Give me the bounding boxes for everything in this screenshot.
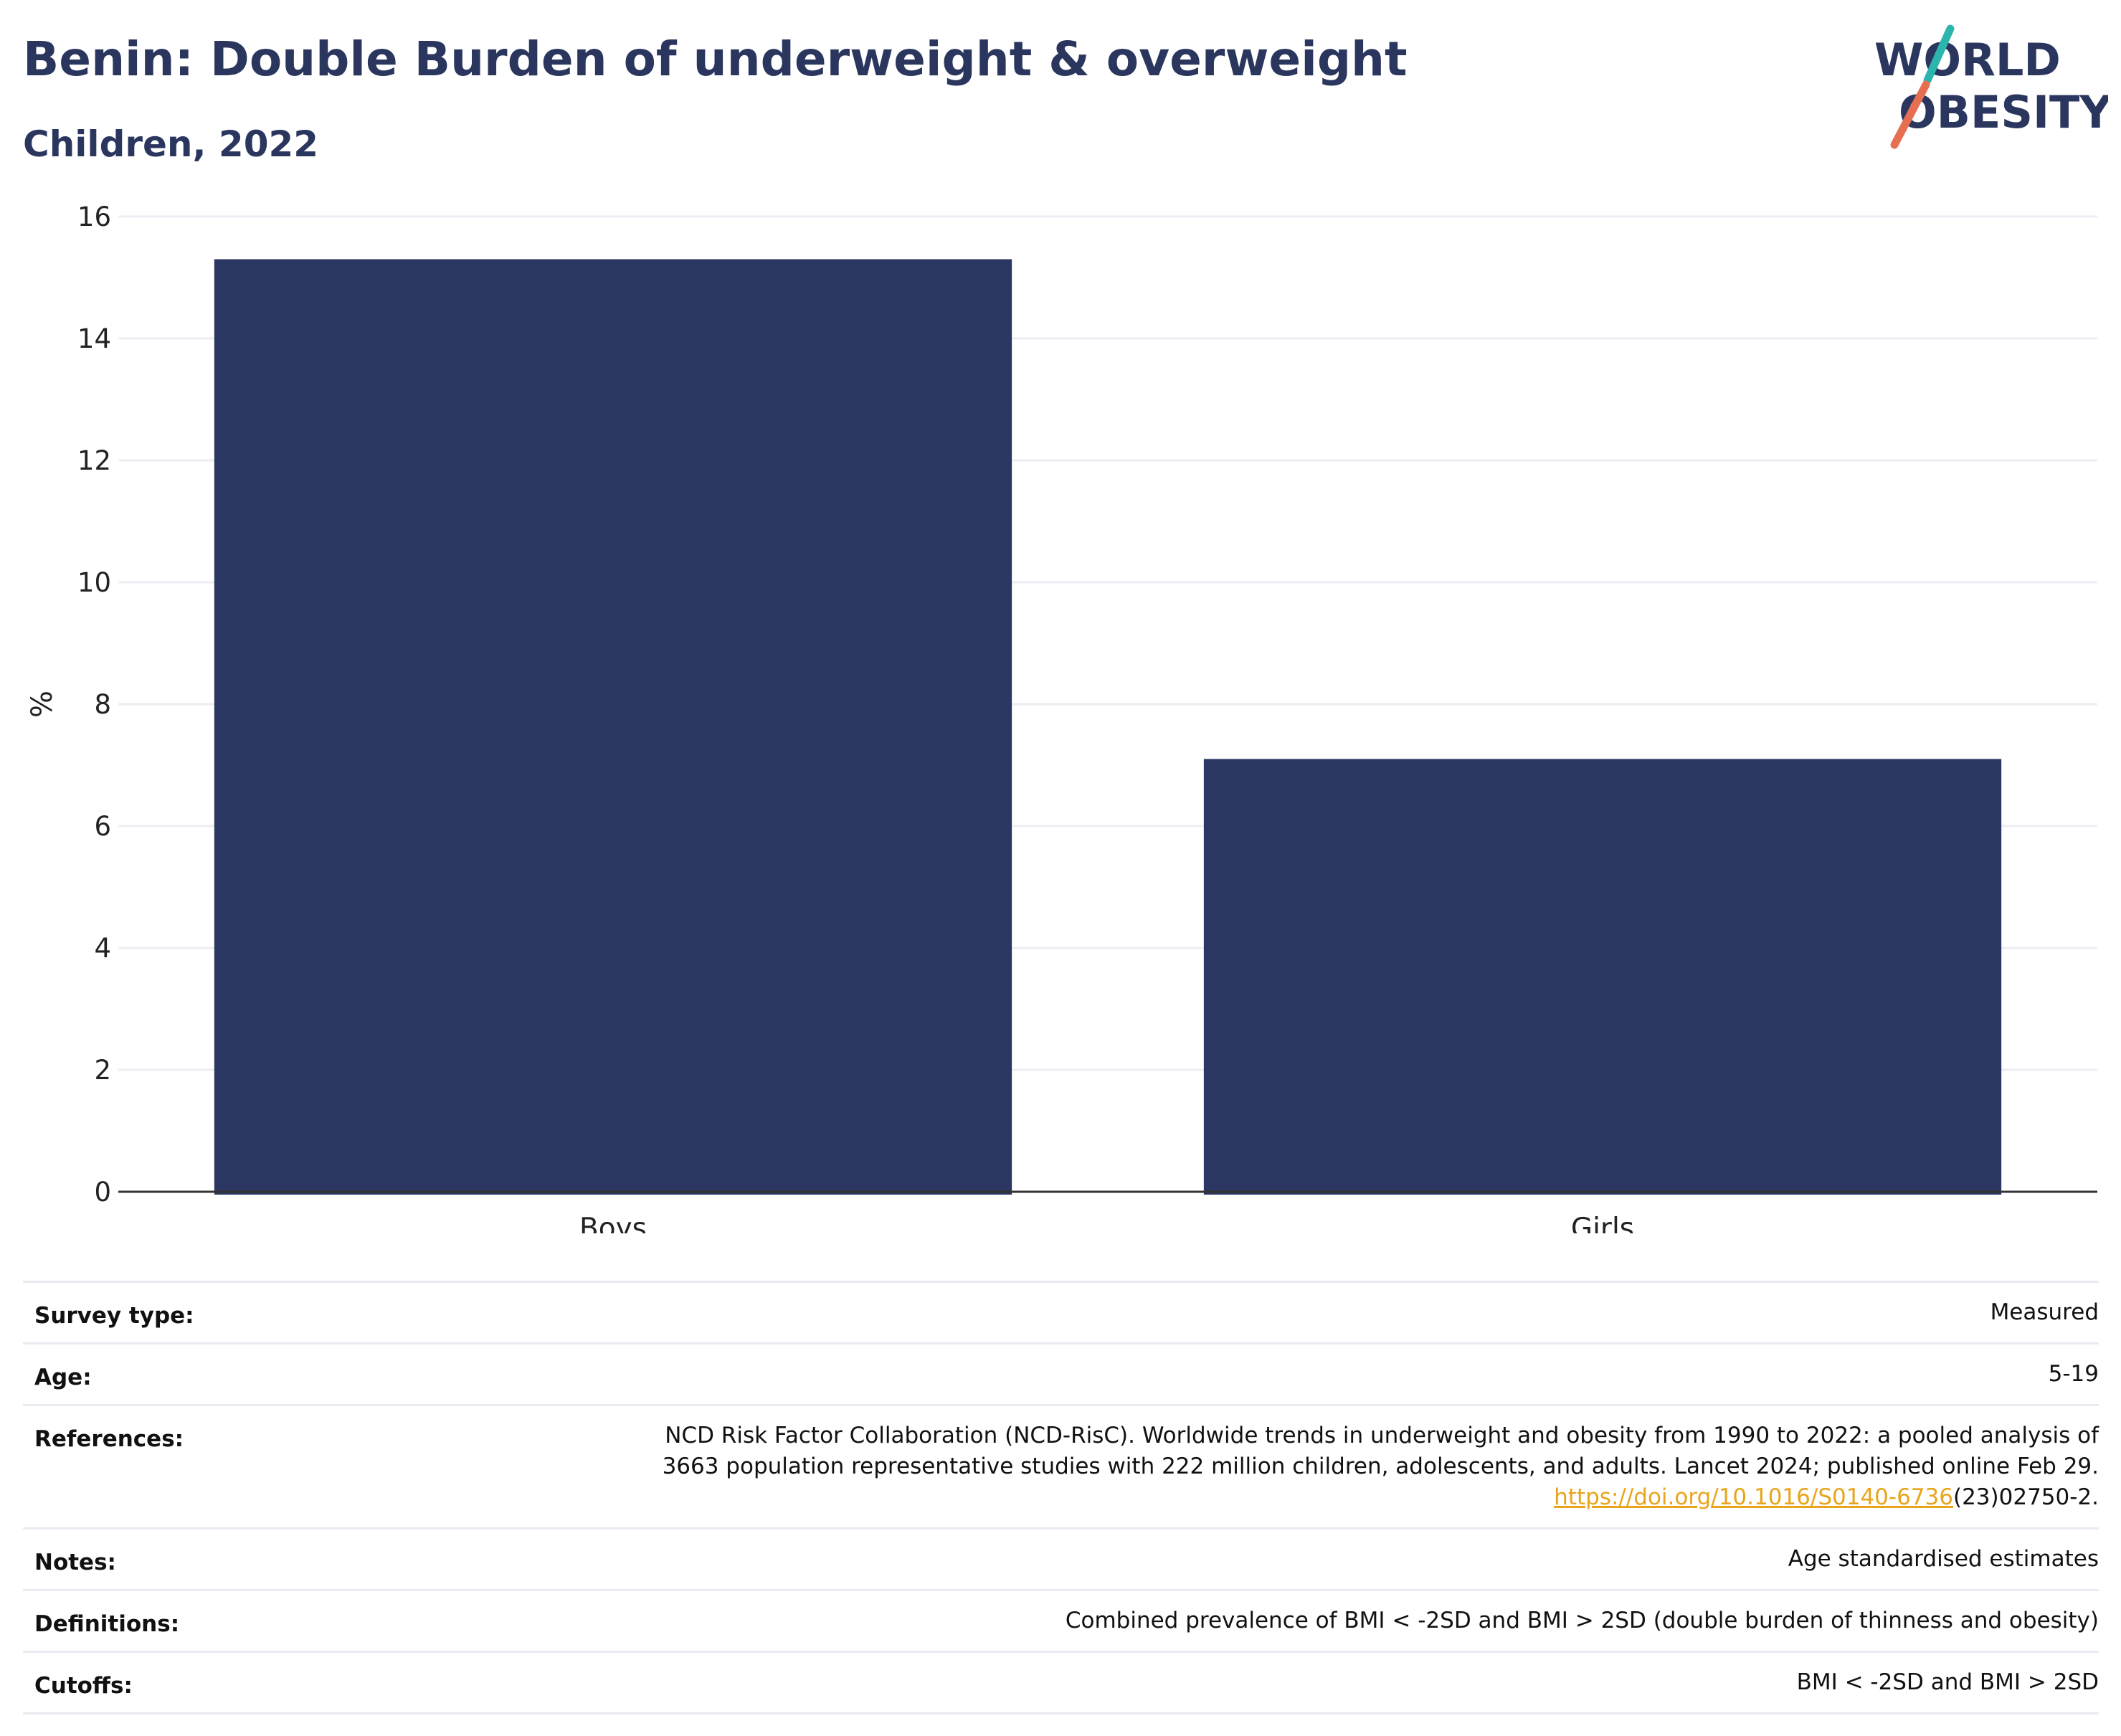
logo-text-line2: OBESITY <box>1899 86 2108 138</box>
info-key: Survey type: <box>34 1303 194 1329</box>
y-axis-label: % <box>26 691 59 718</box>
info-table: Survey type: Measured Age: 5-19 References: N… <box>23 1281 2099 1714</box>
y-tick-label: 0 <box>94 1177 111 1208</box>
reference-link-suffix: (23)02750-2. <box>1952 1484 2099 1510</box>
info-row: Definitions: Combined prevalence of BMI <… <box>23 1589 2099 1651</box>
info-key: References: <box>34 1426 184 1452</box>
info-row: Cutoffs: BMI < -2SD and BMI > 2SD <box>23 1651 2099 1714</box>
logo-slash-bottom <box>1890 80 1930 149</box>
y-tick-label: 4 <box>94 933 111 964</box>
y-tick-label: 2 <box>94 1055 111 1086</box>
bar-boys <box>214 259 1012 1195</box>
info-value-line: 3663 population representative studies w… <box>662 1453 2099 1479</box>
y-tick-label: 6 <box>94 811 111 842</box>
info-value: BMI < -2SD and BMI > 2SD <box>1797 1653 2099 1712</box>
world-obesity-logo: WORLD OBESITY <box>1864 22 2112 151</box>
info-row: Age: 5-19 <box>23 1342 2099 1404</box>
info-value-line: NCD Risk Factor Collaboration (NCD-RisC)… <box>665 1423 2099 1448</box>
info-value: Measured <box>1990 1283 2099 1342</box>
x-tick-label: Boys <box>579 1213 647 1233</box>
info-row: Notes: Age standardised estimates <box>23 1527 2099 1589</box>
x-tick-label: Girls <box>1571 1213 1634 1233</box>
info-value-line: https://doi.org/10.1016/S0140-6736(23)02… <box>663 1482 2099 1513</box>
y-tick-label: 16 <box>77 201 111 232</box>
info-value: NCD Risk Factor Collaboration (NCD-RisC)… <box>663 1406 2099 1527</box>
info-value: Age standardised estimates <box>1788 1529 2099 1589</box>
chart-svg: 0 2 4 6 8 10 12 14 16 Boys Girls% <box>26 201 2097 1233</box>
y-tick-label: 14 <box>77 323 111 354</box>
info-key: Cutoffs: <box>34 1673 133 1699</box>
logo-text-line1: WORLD <box>1874 34 2061 86</box>
info-value-line: 5-19 <box>2048 1361 2099 1387</box>
info-row: References: NCD Risk Factor Collaboration… <box>23 1404 2099 1527</box>
y-tick-label: 8 <box>94 689 111 720</box>
bar-girls <box>1203 759 2002 1195</box>
page-subtitle: Children, 2022 <box>23 123 319 165</box>
info-value: Combined prevalence of BMI < -2SD and BM… <box>1066 1591 2099 1651</box>
info-value-line: Age standardised estimates <box>1788 1546 2099 1572</box>
info-key: Definitions: <box>34 1611 180 1637</box>
page-title: Benin: Double Burden of underweight & ov… <box>23 32 1408 87</box>
reference-link[interactable]: https://doi.org/10.1016/S0140-6736 <box>1554 1484 1953 1510</box>
info-value: 5-19 <box>2049 1344 2099 1404</box>
y-tick-label: 12 <box>77 445 111 476</box>
y-tick-label: 10 <box>77 567 111 598</box>
logo-slash-top <box>1923 24 1955 85</box>
info-row: Survey type: Measured <box>23 1281 2099 1342</box>
info-key: Notes: <box>34 1550 116 1575</box>
bar-chart: 0 2 4 6 8 10 12 14 16 Boys Girls% <box>0 186 2121 1233</box>
info-value-line: BMI < -2SD and BMI > 2SD <box>1796 1669 2099 1695</box>
info-key: Age: <box>34 1365 92 1390</box>
logo-graphic: WORLD OBESITY <box>1874 24 2112 149</box>
info-value-line: Measured <box>1990 1299 2099 1325</box>
info-value-line: Combined prevalence of BMI < -2SD and BM… <box>1065 1608 2099 1633</box>
